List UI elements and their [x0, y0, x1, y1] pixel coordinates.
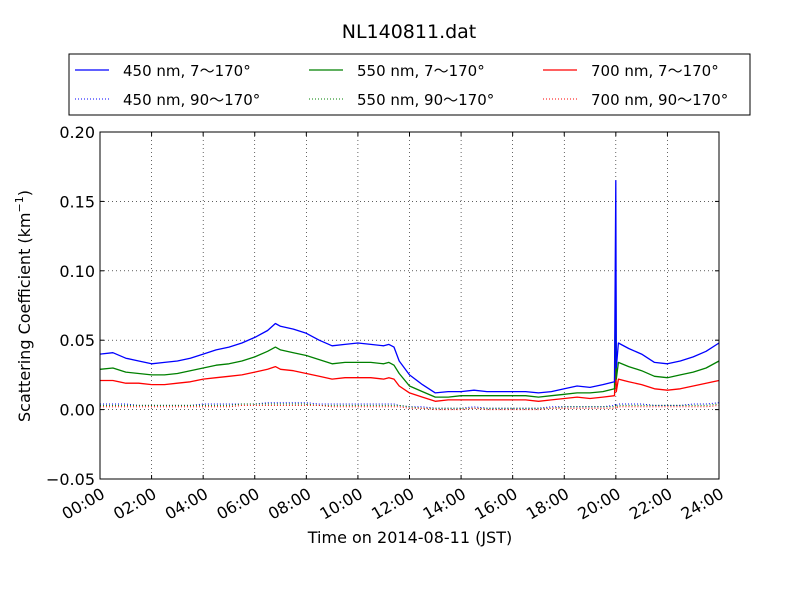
x-tick-label: 02:00 [110, 484, 159, 524]
series-line-4 [100, 403, 720, 409]
y-axis-label-close: ) [15, 190, 34, 196]
y-tick-label: 0.10 [59, 262, 95, 281]
y-tick-label: 0.05 [59, 331, 95, 350]
y-axis-label: Scattering Coefficient (km−1) [13, 190, 34, 422]
x-tick-label: 08:00 [265, 484, 314, 524]
series-layer [99, 179, 720, 411]
legend-label: 700 nm, 90～170° [591, 91, 728, 109]
x-tick-label: 18:00 [523, 484, 572, 524]
x-tick-label: 12:00 [368, 484, 417, 524]
ticks [99, 131, 720, 480]
series-line-1 [99, 179, 720, 394]
plot-area [99, 131, 720, 480]
x-tick-label: 20:00 [574, 484, 623, 524]
legend-label: 550 nm, 90～170° [357, 91, 494, 109]
x-tick-label: 04:00 [162, 484, 211, 524]
chart-title: NL140811.dat [342, 21, 477, 43]
y-tick-label: 0.15 [59, 192, 95, 211]
x-tick-label: 22:00 [626, 484, 675, 524]
series-line-6 [100, 404, 720, 411]
y-axis-label-sup: −1 [13, 196, 26, 212]
x-tick-label: 14:00 [420, 484, 469, 524]
legend-frame [68, 53, 751, 116]
x-tick-label: 10:00 [316, 484, 365, 524]
x-tick-label: 06:00 [213, 484, 262, 524]
legend: 450 nm, 7～170° 450 nm, 90～170° 550 nm, 7～1… [68, 53, 751, 116]
x-tick-label: 16:00 [471, 484, 520, 524]
y-axis-label-main: Scattering Coefficient (km [15, 212, 34, 422]
series-line-3 [99, 270, 720, 398]
x-tick-labels: 00:00 02:00 04:00 06:00 08:00 10:00 12:00 14:00… [59, 484, 727, 524]
legend-label: 550 nm, 7～170° [357, 62, 485, 80]
y-tick-label: 0.20 [59, 123, 95, 142]
y-tick-label: −0.05 [46, 470, 95, 489]
x-axis-label: Time on 2014-08-11 (JST) [307, 528, 512, 547]
x-tick-label: 24:00 [678, 484, 727, 524]
legend-label: 450 nm, 90～170° [123, 91, 260, 109]
y-tick-label: 0.00 [59, 401, 95, 420]
legend-label: 700 nm, 7～170° [591, 62, 719, 80]
legend-label: 450 nm, 7～170° [123, 62, 251, 80]
x-tick-label: 00:00 [59, 484, 108, 524]
y-tick-labels: −0.05 0.00 0.05 0.10 0.15 0.20 [46, 123, 95, 489]
series-line-5 [100, 353, 720, 402]
